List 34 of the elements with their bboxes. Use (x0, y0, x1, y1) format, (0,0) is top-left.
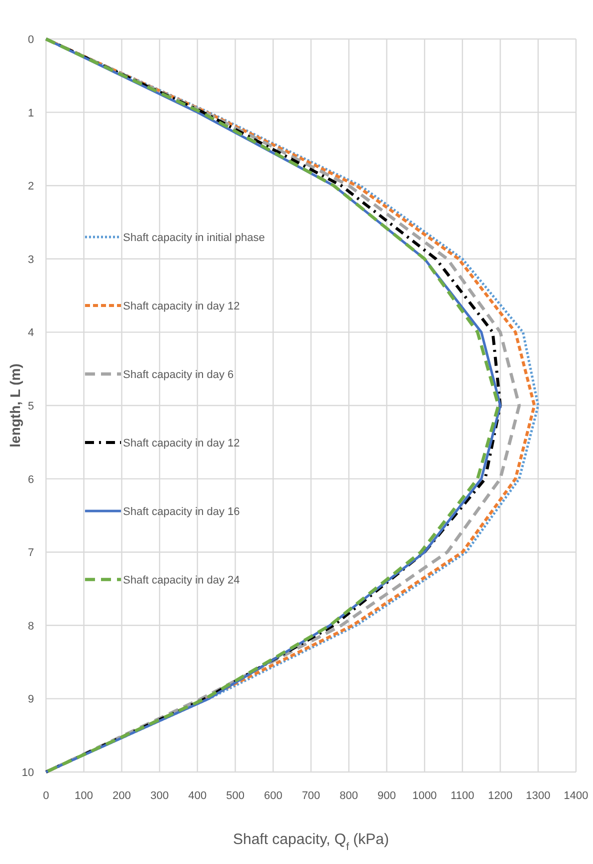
x-tick-label: 600 (264, 790, 282, 802)
legend-label: Shaft capacity in initial phase (123, 232, 265, 244)
y-tick-label: 0 (28, 34, 34, 46)
y-tick-label: 8 (28, 620, 34, 632)
x-tick-label: 1400 (564, 790, 588, 802)
y-axis-title: length, L (m) (7, 364, 23, 448)
x-tick-label: 1000 (412, 790, 437, 802)
y-tick-label: 4 (28, 327, 34, 340)
x-tick-label: 1200 (488, 790, 513, 802)
legend-label: Shaft capacity in day 12 (123, 300, 240, 312)
x-tick-label: 1300 (526, 790, 550, 802)
legend-label: Shaft capacity in day 16 (123, 506, 240, 518)
legend-label: Shaft capacity in day 24 (123, 574, 240, 586)
legend-label: Shaft capacity in day 12 (123, 438, 240, 450)
x-tick-label: 1100 (450, 790, 474, 802)
y-tick-label: 7 (28, 547, 34, 560)
x-tick-label: 500 (226, 790, 244, 802)
y-tick-label: 10 (22, 767, 34, 779)
x-tick-label: 100 (74, 790, 94, 802)
x-tick-label: 300 (150, 790, 169, 802)
x-tick-label: 700 (302, 790, 320, 802)
y-tick-label: 1 (28, 107, 34, 120)
x-tick-label: 900 (378, 790, 396, 802)
x-tick-label: 200 (112, 790, 131, 802)
y-tick-label: 5 (28, 400, 34, 412)
y-tick-label: 6 (28, 474, 34, 486)
legend-label: Shaft capacity in day 6 (123, 369, 234, 381)
x-tick-label: 400 (188, 790, 207, 802)
y-tick-label: 2 (28, 180, 34, 193)
y-tick-label: 9 (28, 694, 34, 706)
x-tick-label: 0 (42, 790, 50, 802)
x-tick-label: 800 (340, 790, 358, 802)
y-tick-label: 3 (28, 254, 34, 266)
x-axis-title: Shaft capacity, Q$_{f}$ (kPa) (232, 831, 390, 853)
